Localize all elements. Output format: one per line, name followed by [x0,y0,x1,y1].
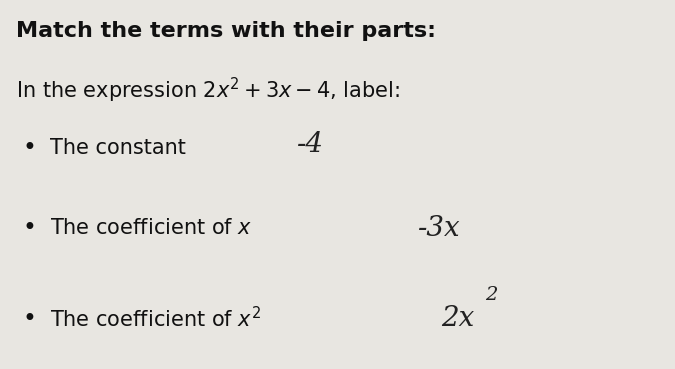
Text: In the expression $2x^2 + 3x - 4$, label:: In the expression $2x^2 + 3x - 4$, label… [16,76,400,105]
Text: •: • [23,216,36,240]
Text: •: • [23,307,36,331]
Text: The coefficient of $x$: The coefficient of $x$ [50,218,252,238]
Text: 2x: 2x [441,306,475,332]
Text: The coefficient of $x^2$: The coefficient of $x^2$ [50,306,261,332]
Text: •: • [23,136,36,160]
Text: -4: -4 [297,131,324,158]
Text: The constant: The constant [50,138,186,158]
Text: 2: 2 [485,286,497,304]
Text: Match the terms with their parts:: Match the terms with their parts: [16,21,436,41]
Text: -3x: -3x [418,215,460,242]
